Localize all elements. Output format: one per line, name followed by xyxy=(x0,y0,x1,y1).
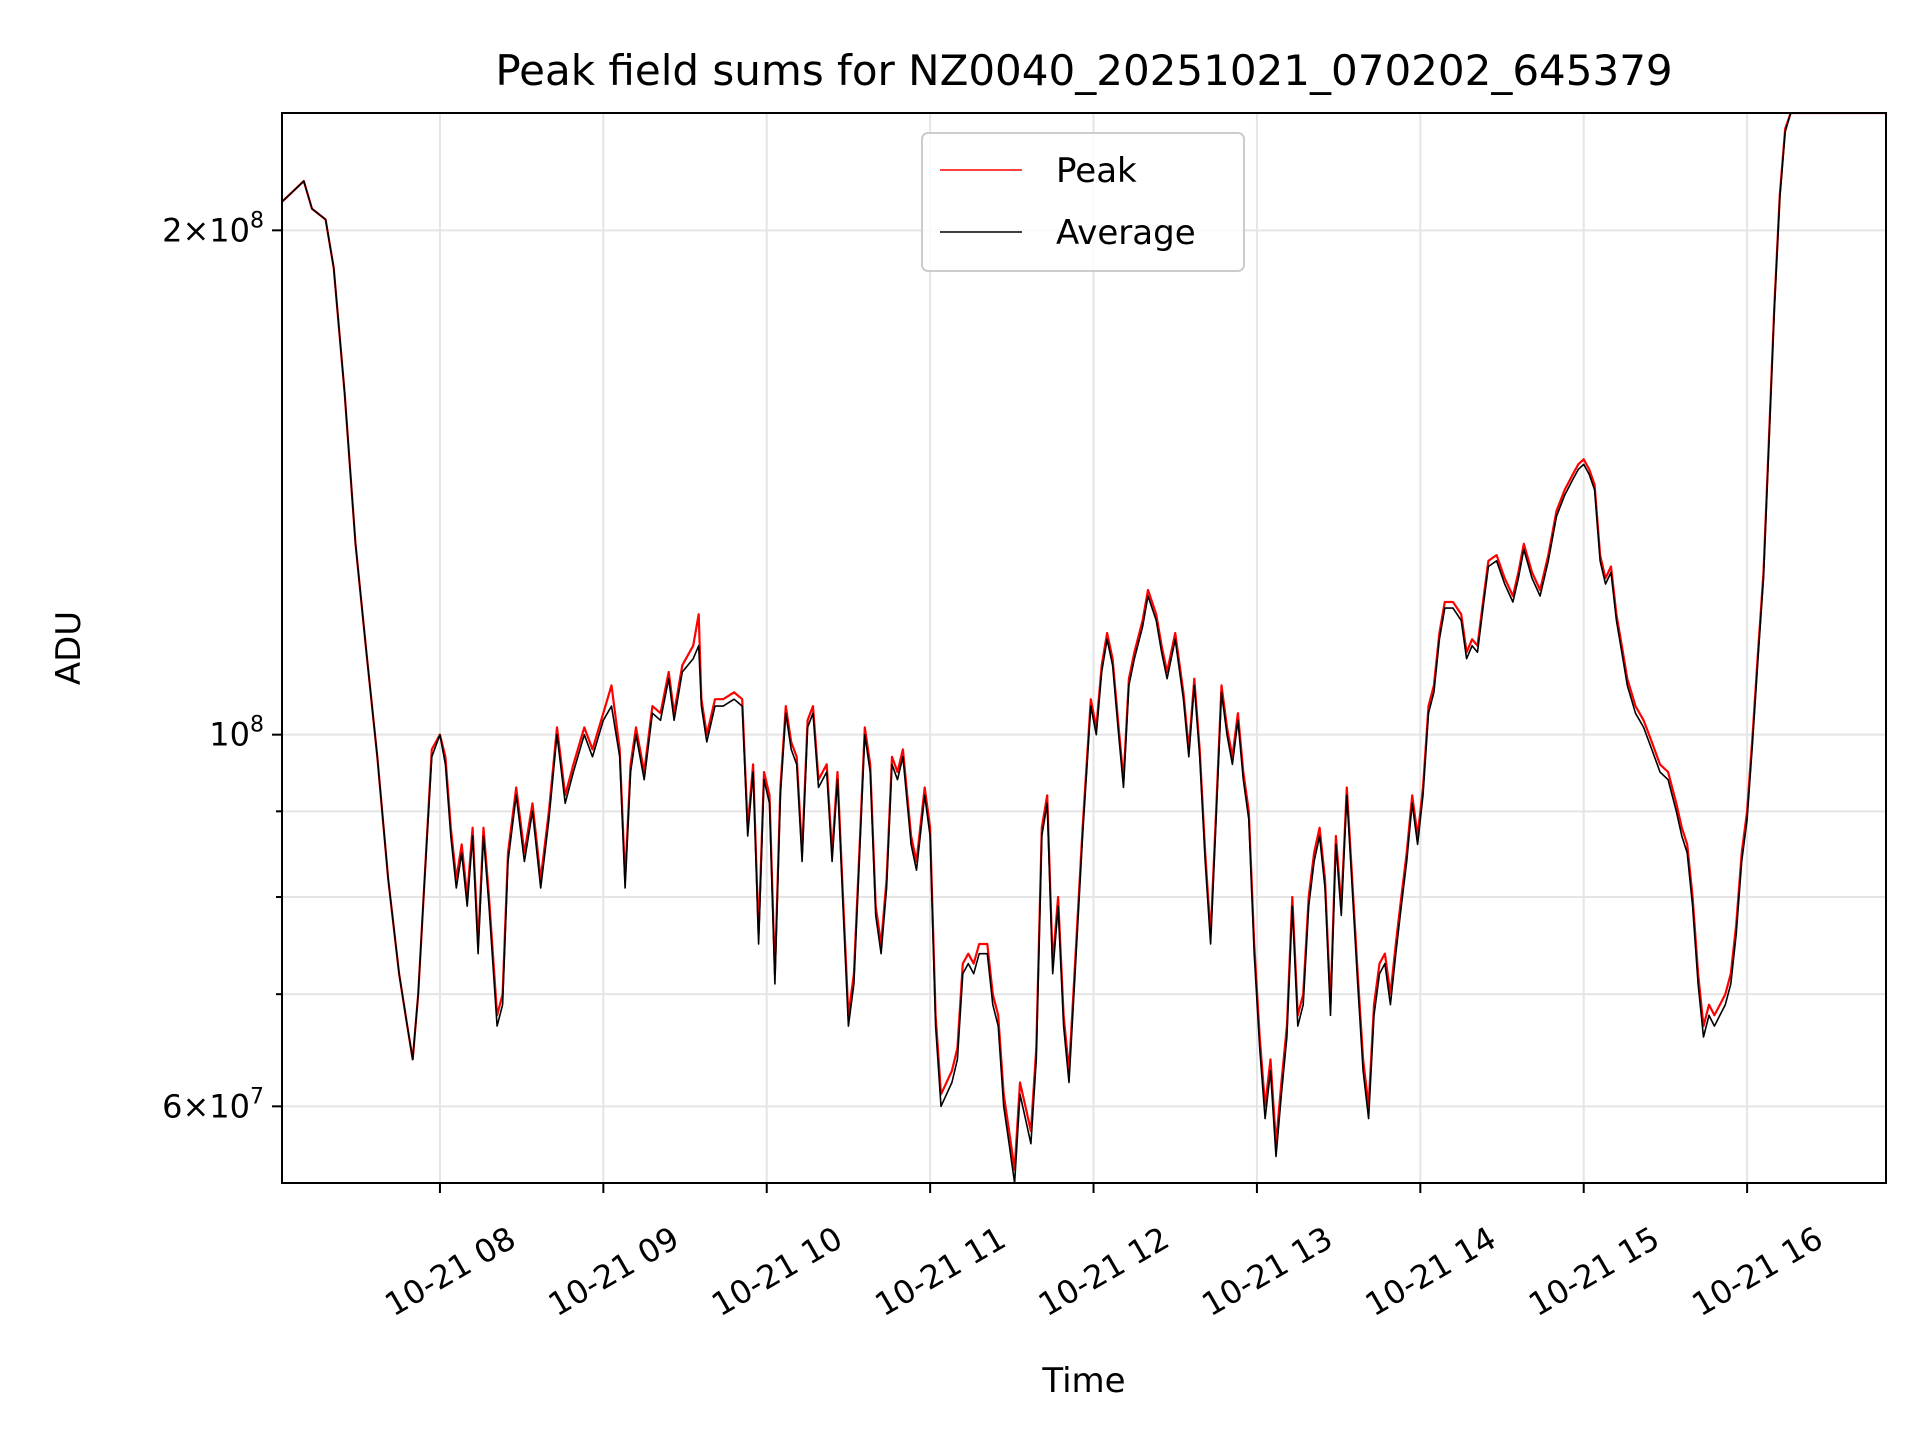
series-line-average xyxy=(282,113,1886,1183)
legend-label-peak: Peak xyxy=(1056,151,1137,191)
plot-frame xyxy=(281,112,1887,1184)
y-tick-label: 2×108 xyxy=(162,208,264,249)
legend-box xyxy=(921,132,1245,272)
chart-title: Peak field sums for NZ0040_20251021_0702… xyxy=(495,46,1672,95)
legend: Peak Average xyxy=(921,132,1245,272)
series-lines xyxy=(282,113,1886,1183)
y-axis-label: ADU xyxy=(49,611,89,685)
y-tick-label: 6×107 xyxy=(162,1084,264,1125)
plot-area xyxy=(282,113,1886,1183)
x-axis-label: Time xyxy=(1041,1361,1125,1401)
legend-label-average: Average xyxy=(1056,213,1196,253)
